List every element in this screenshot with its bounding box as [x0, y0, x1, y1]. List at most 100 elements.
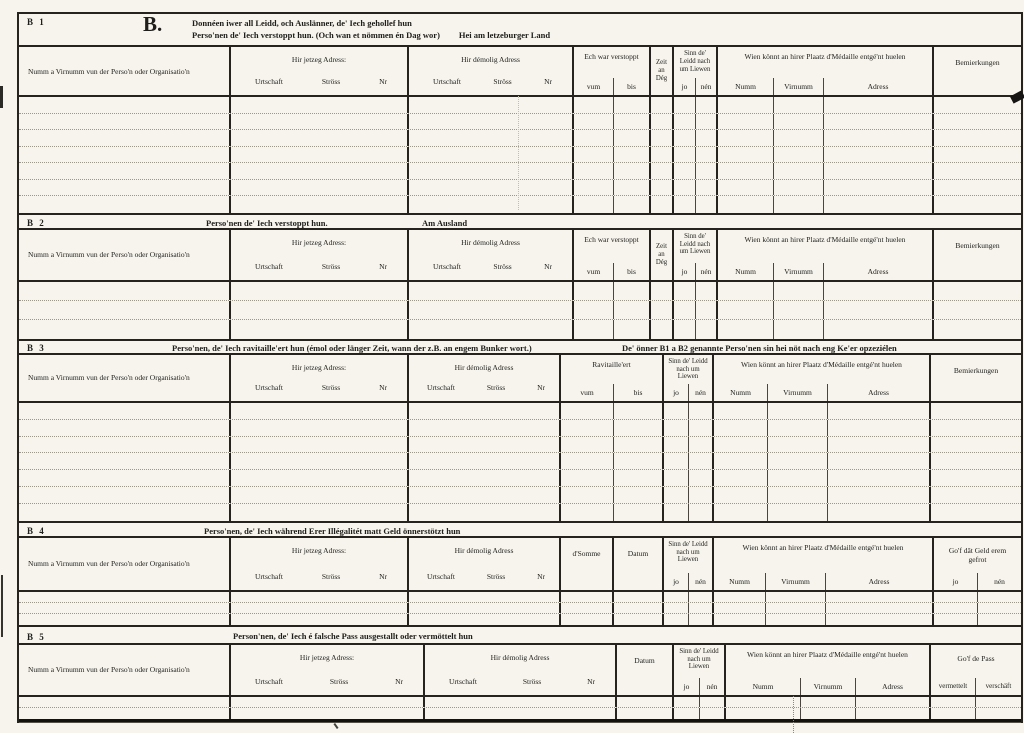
col-header-virnumm: Virnumm: [774, 262, 824, 280]
table-cell: [231, 319, 409, 339]
still-alive-label: Sinn de' Leidd nach um Liewen: [668, 540, 708, 564]
section-title-note: De' önner B1 a B2 genannte Perso'nen sin…: [622, 342, 897, 353]
col-header-name: Numm a Virnumm vun der Perso'n oder Orga…: [19, 537, 231, 590]
table-cell: [614, 436, 664, 453]
col-header-jo: jo: [674, 78, 696, 95]
col-header-nr: Nr: [537, 571, 545, 581]
table-cell: [19, 602, 231, 613]
section-b2-title-row: B 2 Perso'nen de' Iech verstoppt hun. Am…: [19, 212, 1021, 230]
col-header-name-label: Numm a Virnumm vun der Perso'n oder Orga…: [28, 373, 190, 383]
yesno-sublabels: jo nén: [674, 78, 716, 95]
table-cell: [768, 487, 828, 503]
table-cell: [409, 97, 574, 113]
table-cell: [718, 179, 774, 196]
col-header-nr: Nr: [395, 676, 403, 686]
table-cell: [409, 402, 561, 419]
table-cell: [19, 319, 231, 339]
table-cell: [700, 707, 726, 719]
table-cell: [425, 707, 617, 719]
table-cell: [674, 97, 696, 113]
section-b3-rows: [19, 402, 1021, 521]
table-cell: [976, 697, 1021, 707]
col-header-numm: Numm: [726, 677, 801, 695]
table-cell: [934, 320, 1021, 339]
table-cell: [934, 97, 1021, 113]
recipient-sublabels: Numm Virnumm Adress: [714, 572, 932, 590]
table-cell: [824, 163, 934, 179]
section-b5-rows: [19, 696, 1021, 719]
table-cell: [614, 602, 664, 613]
pass-status-label: Go'f de Pass: [957, 653, 995, 663]
col-header-name-label: Numm a Virnumm vun der Perso'n oder Orga…: [28, 665, 190, 675]
table-cell: [696, 113, 718, 130]
col-header-current-address: Hir jetzeg Adress: Urtschaft Ströss Nr: [231, 644, 425, 695]
table-cell: [614, 470, 664, 487]
table-cell: [19, 130, 231, 146]
section-b2-rows: [19, 281, 1021, 339]
col-header-medal-recipient: Wien könnt an hirer Plaatz d'Médaille en…: [718, 47, 934, 95]
table-cell: [664, 487, 689, 503]
table-cell: [674, 319, 696, 339]
zeit-label: Zeit an Dég: [655, 59, 668, 82]
table-cell: [824, 179, 934, 196]
table-cell: [19, 97, 231, 113]
table-cell: [409, 613, 561, 625]
table-cell: [824, 319, 934, 339]
current-address-label: Hir jetzeg Adress:: [291, 55, 347, 64]
section-b4-rows: [19, 591, 1021, 625]
col-header-nen: nén: [706, 681, 718, 691]
col-header-adress: Adress: [867, 266, 889, 276]
section-b5-title-row: B 5 Person'nen, de' Iech é falsche Pass …: [19, 624, 1021, 645]
table-cell: [714, 470, 768, 487]
col-header-stross: Ströss: [321, 77, 341, 86]
col-header-nr: Nr: [544, 77, 552, 86]
section-title-location: Hei am letzeburger Land: [458, 30, 551, 40]
table-cell: [231, 602, 409, 613]
col-header-stross: Ströss: [321, 571, 341, 581]
table-cell: [614, 146, 651, 163]
table-cell: [409, 130, 574, 146]
col-header-adress: Adress: [868, 387, 889, 397]
table-cell: [574, 300, 614, 319]
table-cell: [689, 436, 714, 453]
form-big-letter: B.: [143, 12, 163, 36]
table-row: [19, 591, 1021, 603]
table-cell: [231, 402, 409, 419]
table-cell: [674, 179, 696, 196]
table-cell: [19, 179, 231, 196]
table-cell: [674, 300, 696, 319]
col-header-stross: Ströss: [321, 261, 341, 271]
zeit-label: Zeit an Dég: [655, 243, 668, 266]
col-header-stross: Ströss: [486, 382, 506, 392]
table-cell: [614, 113, 651, 130]
table-cell: [696, 300, 718, 319]
table-row: [19, 487, 1021, 504]
col-header-still-alive: Sinn de' Leidd nach um Liewen jo nén: [674, 644, 726, 695]
table-cell: [19, 196, 231, 213]
yesno-sublabels: jo nén: [674, 262, 716, 280]
table-row: [19, 503, 1021, 521]
medal-recipient-label: Wien könnt an hirer Plaatz d'Médaille en…: [742, 542, 904, 552]
section-b3-title-row: B 3 Perso'nen, de' Iech ravitaille'ert h…: [19, 338, 1021, 355]
recipient-sublabels: Numm Virnumm Adress: [726, 677, 929, 695]
table-cell: [664, 470, 689, 487]
table-cell: [774, 130, 824, 146]
col-header-name-label: Numm a Virnumm vun der Perso'n oder Orga…: [28, 66, 190, 76]
section-b1-header: Numm a Virnumm vun der Perso'n oder Orga…: [19, 47, 1021, 97]
table-row: [19, 453, 1021, 471]
table-cell: [718, 300, 774, 319]
table-cell: [856, 696, 931, 707]
table-cell: [664, 436, 689, 453]
table-cell: [774, 179, 824, 196]
col-header-medal-recipient: Wien könnt an hirer Plaatz d'Médaille en…: [718, 229, 934, 280]
col-header-former-address: Hir démolig Adress Urtschaft Ströss Nr: [409, 354, 561, 401]
table-cell: [617, 696, 674, 707]
col-header-hidden-period: Ech war verstoppt vum bis: [574, 229, 651, 280]
col-header-vum: vum: [574, 78, 614, 95]
table-row: [19, 613, 1021, 625]
still-alive-label: Sinn de' Leidd nach um Liewen: [679, 232, 711, 256]
table-cell: [651, 319, 674, 339]
still-alive-label: Sinn de' Leidd nach um Liewen: [679, 50, 711, 73]
period-sublabels: vum bis: [574, 78, 649, 95]
col-header-urtschaft: Urtschaft: [255, 77, 283, 86]
